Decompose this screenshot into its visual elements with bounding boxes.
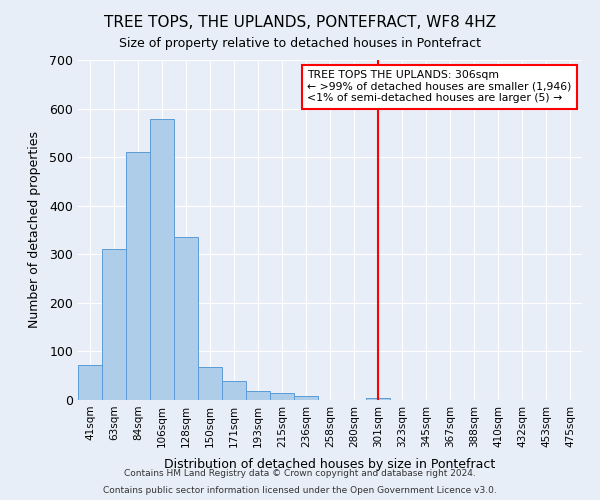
- X-axis label: Distribution of detached houses by size in Pontefract: Distribution of detached houses by size …: [164, 458, 496, 471]
- Bar: [174, 238, 198, 400]
- Bar: [366, 398, 390, 400]
- Bar: [198, 367, 222, 400]
- Text: Size of property relative to detached houses in Pontefract: Size of property relative to detached ho…: [119, 38, 481, 51]
- Text: TREE TOPS THE UPLANDS: 306sqm
← >99% of detached houses are smaller (1,946)
<1% : TREE TOPS THE UPLANDS: 306sqm ← >99% of …: [307, 70, 572, 103]
- Bar: [78, 365, 102, 400]
- Text: TREE TOPS, THE UPLANDS, PONTEFRACT, WF8 4HZ: TREE TOPS, THE UPLANDS, PONTEFRACT, WF8 …: [104, 15, 496, 30]
- Bar: [270, 392, 294, 400]
- Text: Contains public sector information licensed under the Open Government Licence v3: Contains public sector information licen…: [103, 486, 497, 495]
- Bar: [150, 120, 174, 400]
- Bar: [126, 152, 150, 400]
- Text: Contains HM Land Registry data © Crown copyright and database right 2024.: Contains HM Land Registry data © Crown c…: [124, 468, 476, 477]
- Bar: [102, 250, 126, 400]
- Bar: [294, 396, 318, 400]
- Bar: [246, 392, 270, 400]
- Bar: [222, 380, 246, 400]
- Y-axis label: Number of detached properties: Number of detached properties: [28, 132, 41, 328]
